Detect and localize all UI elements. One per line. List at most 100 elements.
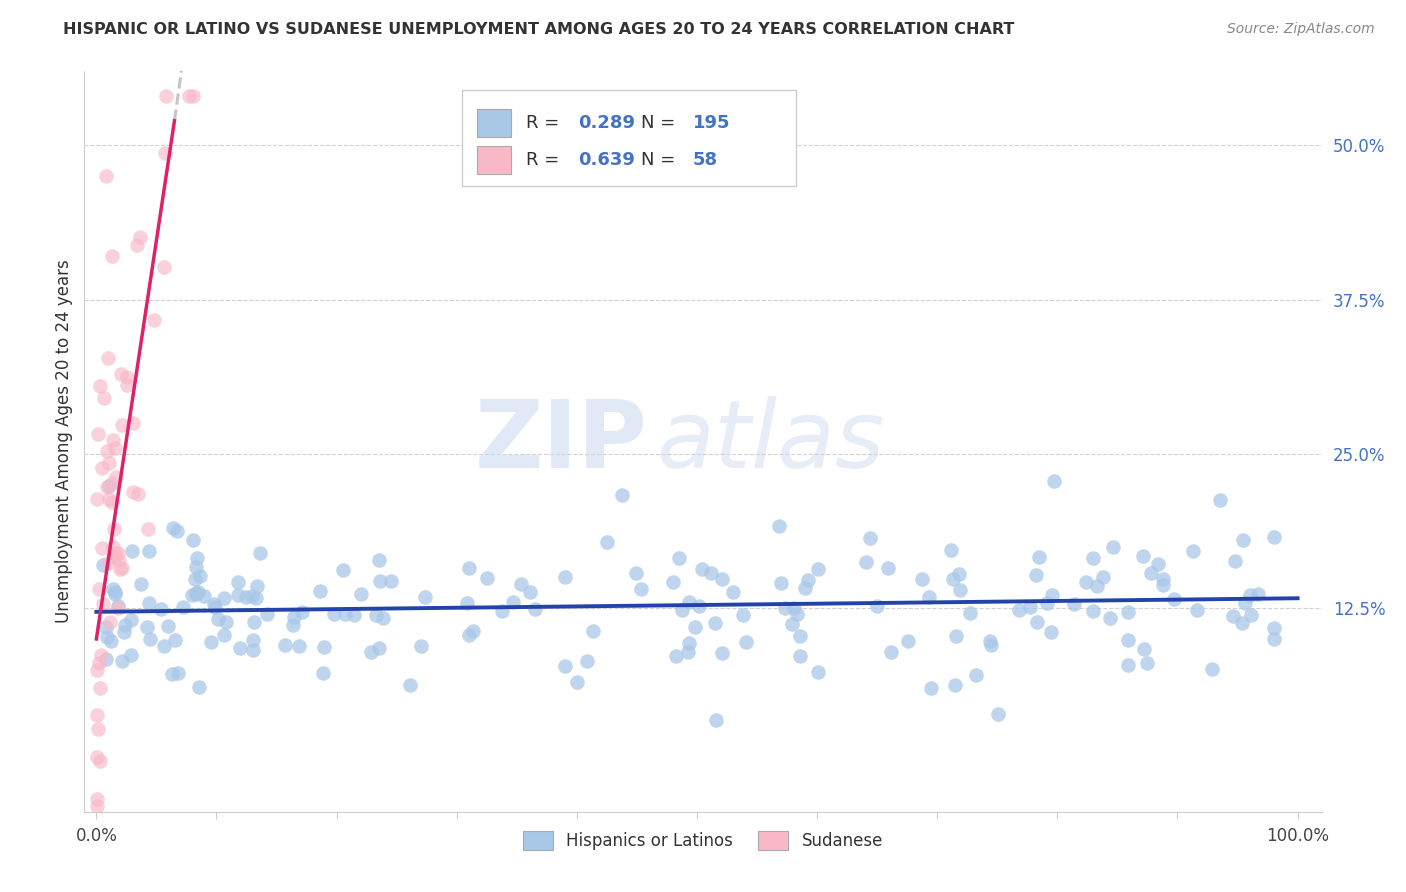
Point (97, 557, 120, 571)
Point (202, 597, 225, 611)
Point (127, 237, 149, 252)
Point (136, 620, 159, 634)
Point (794, 581, 817, 595)
Point (212, 627, 235, 641)
Point (859, 531, 882, 545)
Point (731, 608, 754, 623)
Point (1036, 596, 1059, 610)
Point (160, 667, 183, 681)
Point (987, 707, 1010, 722)
Point (1263, 530, 1285, 544)
Point (100, 634, 122, 648)
Point (274, 638, 297, 652)
Point (959, 606, 981, 620)
Point (281, 618, 304, 632)
Point (671, 603, 693, 617)
Point (128, 230, 150, 244)
Bar (477, 146, 512, 174)
Point (491, 604, 513, 618)
Point (1102, 541, 1125, 555)
Point (100, 249, 122, 263)
Point (240, 589, 263, 603)
Point (399, 678, 422, 692)
Point (1018, 599, 1040, 614)
Point (96, 480, 118, 494)
Point (184, 560, 207, 574)
Point (879, 644, 901, 658)
Point (103, 540, 125, 554)
Point (678, 645, 700, 659)
Point (797, 573, 820, 587)
Point (1025, 568, 1047, 582)
Point (111, 654, 134, 668)
Point (683, 619, 706, 633)
Point (1263, 621, 1285, 635)
Point (948, 566, 970, 581)
Point (97, 479, 120, 493)
Point (215, 615, 238, 630)
Text: Source: ZipAtlas.com: Source: ZipAtlas.com (1227, 22, 1375, 37)
Text: N =: N = (641, 114, 681, 132)
Point (242, 632, 264, 647)
Point (122, 416, 145, 430)
Point (1230, 615, 1253, 630)
Point (104, 549, 127, 563)
Point (101, 550, 124, 565)
Point (1039, 625, 1062, 640)
Point (89, 379, 111, 393)
Point (98, 615, 121, 629)
Point (98, 456, 121, 470)
Point (523, 602, 546, 616)
Point (1263, 632, 1285, 646)
Point (1074, 575, 1097, 590)
Point (117, 370, 139, 384)
Point (322, 607, 344, 622)
Point (1182, 544, 1205, 558)
Point (1209, 492, 1232, 507)
Point (107, 546, 129, 560)
Point (136, 522, 159, 536)
Point (949, 583, 972, 598)
Point (112, 624, 135, 639)
Point (181, 588, 204, 602)
Point (108, 553, 131, 567)
Point (193, 589, 215, 603)
Point (91, 541, 114, 556)
Point (458, 628, 481, 642)
Point (138, 544, 160, 558)
Point (704, 714, 727, 728)
Point (114, 618, 136, 632)
Point (86, 707, 108, 722)
Point (186, 550, 208, 565)
Point (1152, 572, 1174, 586)
Point (939, 543, 962, 558)
Point (226, 574, 249, 589)
Point (688, 599, 710, 613)
Point (786, 607, 808, 622)
Point (1099, 610, 1122, 624)
Point (1040, 588, 1063, 602)
Point (235, 590, 257, 604)
Point (115, 377, 138, 392)
Point (678, 595, 700, 609)
Point (167, 665, 190, 680)
Legend: Hispanics or Latinos, Sudanese: Hispanics or Latinos, Sudanese (516, 825, 890, 856)
Point (371, 611, 394, 625)
Point (1026, 615, 1049, 629)
Point (943, 677, 966, 691)
Point (456, 597, 478, 611)
Point (86, 426, 108, 441)
Point (111, 418, 134, 433)
Point (228, 588, 250, 602)
Point (212, 591, 235, 605)
Point (1081, 604, 1104, 618)
Point (1147, 558, 1170, 572)
Point (1008, 603, 1031, 617)
Point (187, 585, 209, 599)
Point (711, 647, 734, 661)
Point (343, 608, 366, 623)
Point (630, 582, 652, 596)
Text: R =: R = (526, 114, 565, 132)
Point (965, 668, 987, 682)
Point (360, 645, 382, 659)
